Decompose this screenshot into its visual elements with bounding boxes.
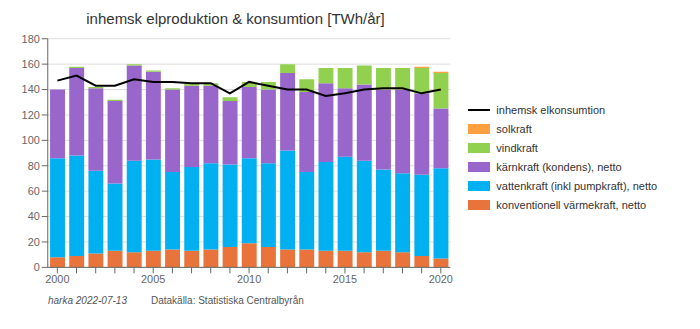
svg-text:120: 120 <box>22 109 40 121</box>
svg-text:40: 40 <box>28 210 40 222</box>
html-text:inhemsk elkonsumtion: inhemsk elkonsumtion <box>496 104 606 116</box>
svg-text:180: 180 <box>22 33 40 45</box>
html-text:konventionell värmekraft, nett: konventionell värmekraft, netto <box>496 199 647 211</box>
svg-text:2005: 2005 <box>141 273 165 285</box>
svg-text:2010: 2010 <box>237 273 261 285</box>
svg-text:2020: 2020 <box>429 273 453 285</box>
svg-text:0: 0 <box>34 261 40 273</box>
svg-text:20: 20 <box>28 236 40 248</box>
svg-text:100: 100 <box>22 134 40 146</box>
svg-text:80: 80 <box>28 160 40 172</box>
svg-text:160: 160 <box>22 58 40 70</box>
html-text:harka 2022-07-13: harka 2022-07-13 <box>48 295 127 306</box>
svg-text:140: 140 <box>22 83 40 95</box>
html-text:solkraft: solkraft <box>496 123 532 135</box>
html-text:Datakälla: Statistiska Central: Datakälla: Statistiska Centralbyrån <box>151 295 304 306</box>
html-text:inhemsk elproduktion & konsumt: inhemsk elproduktion & konsumtion [TWh/å… <box>86 10 385 27</box>
svg-text:2000: 2000 <box>45 273 69 285</box>
html-text:vattenkraft (inkl pumpkraft),: vattenkraft (inkl pumpkraft), netto <box>496 180 658 192</box>
svg-text:2015: 2015 <box>333 273 357 285</box>
html-text:kärnkraft (kondens), netto: kärnkraft (kondens), netto <box>496 161 622 173</box>
html-text:vindkraft: vindkraft <box>496 142 538 154</box>
svg-text:60: 60 <box>28 185 40 197</box>
